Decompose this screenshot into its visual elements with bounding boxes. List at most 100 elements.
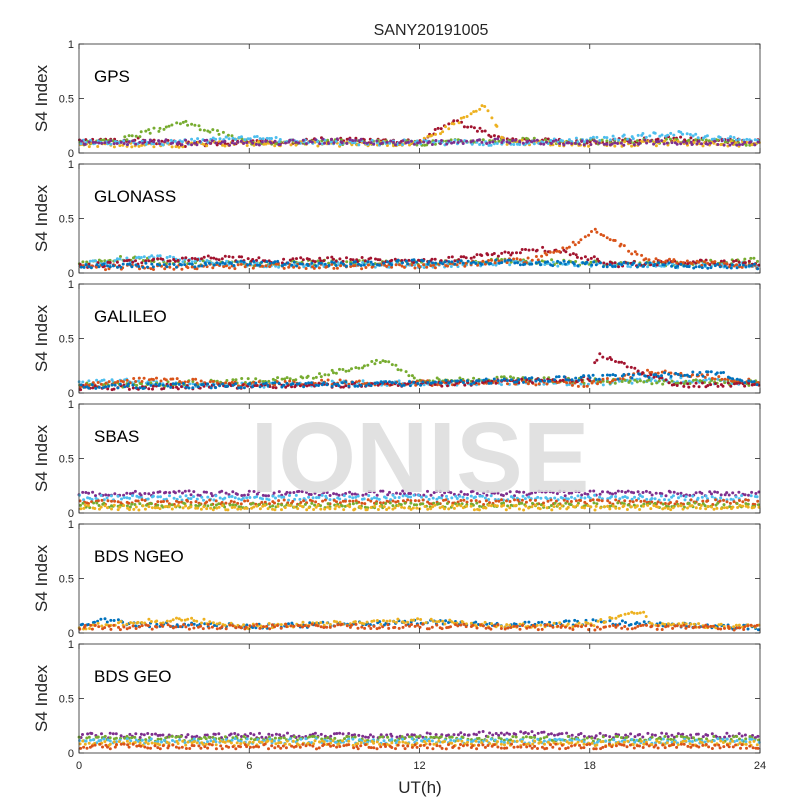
data-point xyxy=(550,258,554,262)
data-point xyxy=(262,382,265,386)
data-point xyxy=(151,378,155,381)
data-point xyxy=(749,494,753,498)
data-point xyxy=(339,261,343,265)
panel-background xyxy=(79,44,760,153)
data-point xyxy=(551,490,555,494)
data-point xyxy=(413,499,417,503)
data-point xyxy=(463,383,467,387)
data-point xyxy=(304,267,308,270)
data-point xyxy=(554,138,558,142)
data-point xyxy=(477,382,481,386)
data-point xyxy=(196,258,200,261)
data-point xyxy=(251,501,255,505)
data-point xyxy=(603,620,607,624)
data-point xyxy=(290,263,294,267)
data-point xyxy=(592,501,596,505)
data-point xyxy=(522,490,526,494)
data-point xyxy=(220,489,224,493)
data-point xyxy=(127,134,131,138)
data-point xyxy=(469,382,473,386)
data-point xyxy=(462,125,466,129)
data-point xyxy=(243,499,247,503)
data-point xyxy=(108,261,112,264)
data-point xyxy=(416,382,420,385)
data-point xyxy=(280,264,284,268)
data-point xyxy=(399,368,403,372)
data-point xyxy=(570,491,574,495)
data-point xyxy=(632,491,636,495)
data-point xyxy=(690,262,694,265)
data-point xyxy=(366,263,370,267)
data-point xyxy=(530,258,534,262)
data-point xyxy=(394,143,397,147)
panel-label: GLONASS xyxy=(94,187,176,206)
data-point xyxy=(83,142,87,146)
data-point xyxy=(562,143,566,147)
data-point xyxy=(487,259,490,262)
data-point xyxy=(478,107,482,111)
data-point xyxy=(104,268,107,272)
data-point xyxy=(608,238,612,242)
data-point xyxy=(149,383,153,387)
data-point xyxy=(543,379,547,383)
data-point xyxy=(568,253,572,257)
data-point xyxy=(753,262,756,266)
data-point xyxy=(357,379,361,383)
data-point xyxy=(246,257,250,261)
panel-background xyxy=(79,524,760,633)
data-point xyxy=(251,266,255,270)
data-point xyxy=(570,142,574,146)
data-point xyxy=(119,265,123,269)
data-point xyxy=(253,135,257,139)
data-point xyxy=(472,381,476,385)
data-point xyxy=(191,380,195,383)
data-point xyxy=(200,495,204,499)
data-point xyxy=(505,140,509,144)
data-point xyxy=(632,261,636,265)
data-point xyxy=(118,628,122,632)
y-tick-label: 0 xyxy=(68,148,74,160)
data-point xyxy=(335,620,339,624)
data-point xyxy=(638,372,642,376)
data-point xyxy=(464,261,468,265)
data-point xyxy=(357,143,361,147)
data-point xyxy=(495,375,499,379)
data-point xyxy=(579,499,583,502)
data-point xyxy=(444,379,448,382)
data-point xyxy=(445,142,449,146)
data-point xyxy=(193,257,197,261)
data-point xyxy=(332,371,335,375)
data-point xyxy=(257,380,261,384)
data-point xyxy=(277,499,281,503)
data-point xyxy=(147,387,151,391)
data-point xyxy=(407,258,411,262)
data-point xyxy=(349,262,353,266)
data-point xyxy=(412,380,416,384)
data-point xyxy=(105,496,109,500)
data-point xyxy=(159,379,163,383)
data-point xyxy=(105,620,109,624)
data-point xyxy=(590,263,594,267)
data-point xyxy=(738,263,742,267)
data-point xyxy=(469,261,473,265)
data-point xyxy=(620,619,624,623)
data-point xyxy=(162,127,166,131)
data-point xyxy=(534,498,537,502)
data-point xyxy=(492,252,496,255)
data-point xyxy=(129,621,133,625)
data-point xyxy=(131,386,135,390)
data-point xyxy=(361,493,365,497)
data-point xyxy=(330,255,334,259)
data-point xyxy=(372,619,376,623)
data-point xyxy=(237,255,241,259)
data-point xyxy=(728,501,732,505)
data-point xyxy=(283,262,287,266)
data-point xyxy=(248,137,252,141)
data-point xyxy=(553,378,557,382)
data-point xyxy=(152,145,156,149)
data-point xyxy=(212,263,216,267)
data-point xyxy=(139,130,143,134)
data-point xyxy=(596,257,599,261)
data-point xyxy=(537,621,541,624)
y-axis-label: S4 Index xyxy=(32,64,51,132)
